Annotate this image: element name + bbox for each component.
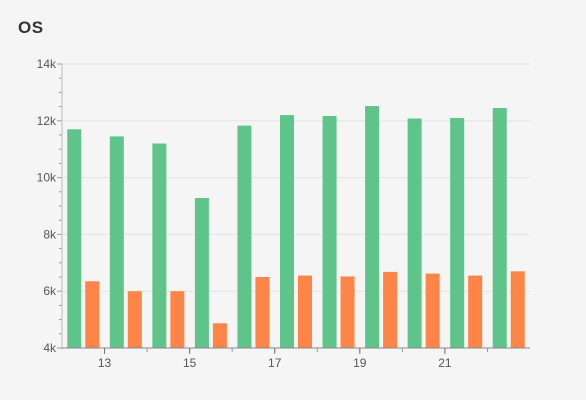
bar <box>109 136 124 348</box>
bar <box>280 115 294 349</box>
bar <box>67 129 82 348</box>
x-tick-label: 15 <box>183 356 197 370</box>
bar <box>450 117 465 349</box>
x-tick-label: 19 <box>353 356 367 370</box>
bar <box>170 291 185 348</box>
bar <box>152 143 167 348</box>
bar <box>85 281 100 348</box>
y-tick-label: 6k <box>43 284 57 298</box>
bar <box>127 291 142 348</box>
bar <box>322 115 337 348</box>
bar <box>212 323 227 348</box>
bar <box>425 273 440 348</box>
bar <box>340 276 355 348</box>
chart-title: OS <box>18 18 44 37</box>
bar <box>237 125 252 349</box>
bar <box>298 275 312 348</box>
bar <box>510 271 525 348</box>
bar <box>194 198 209 348</box>
bar <box>468 275 483 348</box>
bar <box>383 271 398 348</box>
y-tick-label: 12k <box>37 114 57 128</box>
bar <box>492 108 507 349</box>
x-tick-label: 21 <box>438 356 452 370</box>
bar <box>407 118 422 348</box>
y-tick-label: 4k <box>43 341 57 355</box>
bar <box>255 277 270 348</box>
y-tick-label: 8k <box>43 227 57 241</box>
x-tick-label: 13 <box>98 356 112 370</box>
y-tick-label: 14k <box>37 57 57 71</box>
bar <box>365 106 380 348</box>
x-tick-label: 17 <box>268 356 282 370</box>
y-tick-label: 10k <box>37 171 57 185</box>
